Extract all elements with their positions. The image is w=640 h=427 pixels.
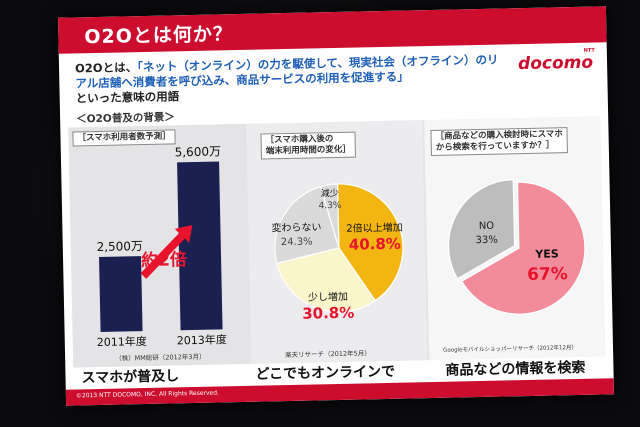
bar-chart: 2,500万 2011年度 5,600万 2013年度 約2倍: [96, 144, 227, 349]
bar-category-label-1: 2011年度: [97, 334, 147, 349]
intro-quote: 「ネット（オンライン）の力を駆使して、現実社会（オフライン）のリアル店舗へ消費者…: [75, 52, 499, 91]
pie-slice-2x-increase: [336, 183, 404, 302]
bar-value-label-1: 2,500万: [96, 239, 143, 254]
pie-slice-no-change: [274, 185, 340, 265]
pie-label-no-change: 変わらない: [271, 220, 321, 234]
presentation-slide: O2Oとは何か？ NTT docomo O2Oとは、「ネット（オンライン）の力を…: [57, 6, 615, 406]
pie-slice-yes: [460, 181, 586, 315]
pie-slice-decrease: [319, 183, 340, 249]
bar-2: [177, 161, 223, 331]
panel2-bottom-label: どこでもオンラインで: [255, 363, 396, 383]
growth-arrow: [140, 225, 193, 279]
pie-label-yes: YES: [534, 247, 559, 261]
bar-1: [99, 256, 143, 332]
bar-category-label-2: 2013年度: [177, 332, 227, 347]
pie-label-decrease: 減少: [321, 187, 339, 199]
slide-title: O2Oとは何か？: [84, 23, 234, 49]
pie-slice-no: [447, 179, 516, 280]
intro-text: O2Oとは、「ネット（オンライン）の力を駆使して、現実社会（オフライン）のリアル…: [75, 52, 506, 106]
charts-panel: ［スマホ利用者数予測］ 2,500万 2011年度 5,600万 2013年度 約2倍…: [68, 116, 606, 368]
panel1-bottom-label: スマホが普及し: [81, 368, 180, 387]
pie-value-2x-increase: 40.8%: [349, 235, 401, 254]
multiplier-label: 約2倍: [141, 249, 187, 271]
pie-value-slight-increase: 30.8%: [302, 304, 354, 323]
pie-label-no: NO: [479, 221, 495, 232]
panel-smartphone-users: ［スマホ利用者数予測］ 2,500万 2011年度 5,600万 2013年度 約2倍…: [68, 123, 250, 368]
pie-value-no: 33%: [476, 235, 498, 246]
panel-search: ［商品などの購入検討時にスマホ から検索を行っていますか？］ YES 67% NO 3…: [424, 116, 606, 361]
section-title: ＜O2O普及の背景＞: [76, 111, 175, 126]
panel3-bottom-label: 商品などの情報を検索: [445, 359, 586, 379]
panel2-source: 楽天リサーチ（2012年5月）: [285, 349, 371, 360]
pie-value-decrease: 4.3%: [318, 201, 342, 211]
panel1-source: （株）MM総研（2012年3月）: [115, 352, 206, 363]
intro-suffix: といった意味の用語: [75, 89, 180, 106]
bar-value-label-2: 5,600万: [175, 144, 222, 159]
pie-label-2x-increase: 2倍以上増加: [346, 221, 403, 235]
panel-usage-time: ［スマホ購入後の 端末利用時間の変化］ 2倍以上増加 40.8% 少し増加 30.8%…: [246, 120, 428, 364]
intro-prefix: O2Oとは、: [74, 60, 138, 76]
pie-value-no-change: 24.3%: [281, 236, 313, 248]
pie-value-yes: 67%: [527, 264, 568, 285]
search-pie-chart: YES 67% NO 33%: [447, 179, 586, 315]
pie-label-slight-increase: 少し増加: [308, 290, 348, 304]
copyright-text: ©2013 NTT DOCOMO, INC. All Rights Reserv…: [75, 389, 220, 400]
pie-slice-slight-increase: [276, 247, 377, 313]
docomo-logo: docomo: [517, 52, 594, 75]
